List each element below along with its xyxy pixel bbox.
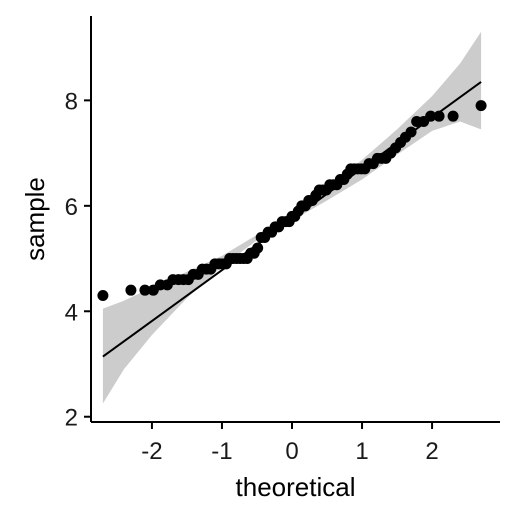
- y-tick-label: 6: [65, 194, 78, 221]
- data-point: [125, 284, 137, 296]
- data-point: [97, 289, 109, 301]
- y-tick-label: 4: [65, 299, 78, 326]
- data-point: [139, 284, 151, 296]
- y-axis-title: sample: [20, 177, 50, 261]
- x-tick-label: -2: [141, 438, 162, 465]
- y-tick-label: 2: [65, 405, 78, 432]
- y-tick-label: 8: [65, 88, 78, 115]
- data-point: [425, 110, 437, 122]
- x-tick-label: 2: [425, 438, 438, 465]
- data-point: [433, 110, 445, 122]
- data-point: [475, 100, 487, 112]
- data-point: [405, 126, 417, 138]
- x-tick-label: 0: [285, 438, 298, 465]
- x-axis-title: theoretical: [236, 472, 356, 502]
- x-tick-label: 1: [355, 438, 368, 465]
- data-point: [252, 242, 264, 254]
- data-point: [447, 110, 459, 122]
- x-tick-label: -1: [211, 438, 232, 465]
